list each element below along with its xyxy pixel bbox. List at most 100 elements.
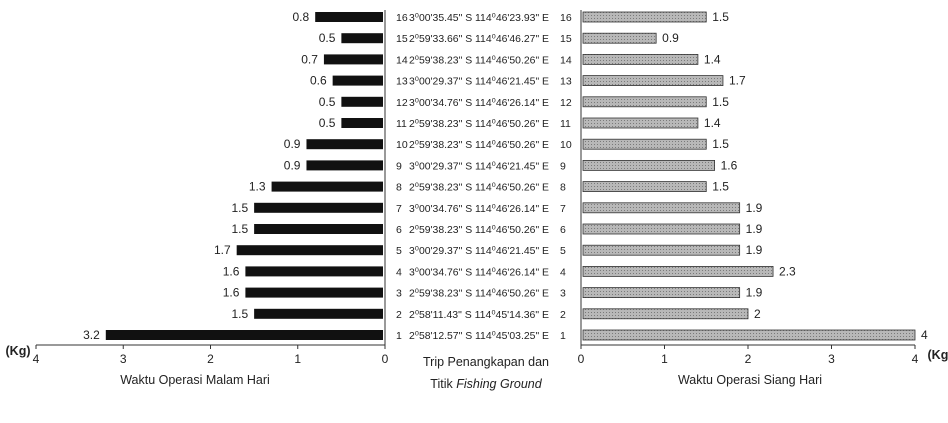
trip-number-left: 8 (396, 182, 402, 194)
fishing-ground-coordinates: 2⁰59'38.23" S 114⁰46'50.26" E (409, 118, 549, 130)
day-value-label: 1.4 (704, 116, 721, 130)
trip-number-left: 4 (396, 266, 402, 278)
day-value-label: 1.5 (712, 137, 729, 151)
day-value-label: 1.9 (746, 222, 763, 236)
trip-number-left: 3 (396, 288, 402, 300)
left-x-axis: 4 3 2 1 0 (33, 10, 389, 366)
night-value-label: 1.6 (223, 286, 240, 300)
center-axis-title-line2: Titik Fishing Ground (430, 377, 542, 391)
night-value-label: 1.7 (214, 243, 231, 257)
left-tick-label: 3 (120, 352, 127, 366)
night-value-label: 1.3 (249, 180, 266, 194)
trip-number-left: 9 (396, 160, 402, 172)
left-tick-label: 2 (207, 352, 214, 366)
day-bar (582, 244, 741, 256)
night-bar (306, 160, 383, 171)
fishing-ground-coordinates: 3⁰00'29.37" S 114⁰46'21.45" E (409, 160, 549, 172)
day-bar (582, 308, 749, 320)
day-bar (582, 32, 657, 44)
trip-number-right: 9 (560, 160, 566, 172)
left-tick-label: 0 (382, 352, 389, 366)
trip-number-left: 1 (396, 330, 402, 342)
trip-number-left: 10 (396, 139, 408, 151)
trip-number-left: 6 (396, 224, 402, 236)
fishing-ground-coordinates: 2⁰59'38.23" S 114⁰46'50.26" E (409, 182, 549, 194)
night-value-label: 0.9 (284, 137, 301, 151)
night-bar (245, 287, 383, 298)
trip-number-right: 7 (560, 203, 566, 215)
trip-number-left: 14 (396, 54, 408, 66)
day-bar (582, 181, 707, 193)
left-tick-label: 1 (294, 352, 301, 366)
left-tick-label: 4 (33, 352, 40, 366)
night-value-label: 0.5 (319, 31, 336, 45)
night-value-label: 0.8 (293, 10, 310, 24)
left-axis-title: Waktu Operasi Malam Hari (120, 373, 270, 387)
day-value-label: 1.9 (746, 243, 763, 257)
fishing-ground-coordinates: 2⁰59'38.23" S 114⁰46'50.26" E (409, 288, 549, 300)
day-bar (582, 138, 707, 150)
fishing-ground-coordinates: 3⁰00'34.76" S 114⁰46'26.14" E (409, 266, 549, 278)
center-axis-title-plain: Titik (430, 377, 456, 391)
night-bar (341, 96, 383, 107)
night-bar (236, 245, 383, 256)
right-tick-label: 3 (828, 352, 835, 366)
day-value-label: 1.9 (746, 201, 763, 215)
right-tick-label: 2 (745, 352, 752, 366)
right-tick-label: 4 (912, 352, 919, 366)
day-bar (582, 223, 741, 235)
day-bar (582, 75, 724, 86)
night-value-label: 0.7 (301, 52, 318, 66)
day-value-label: 1.5 (712, 95, 729, 109)
fishing-ground-coordinates: 2⁰58'12.57" S 114⁰45'03.25" E (409, 330, 549, 342)
day-bar (582, 54, 699, 65)
trip-number-left: 7 (396, 203, 402, 215)
trip-number-right: 12 (560, 97, 572, 109)
day-bar (582, 11, 707, 23)
fishing-ground-coordinates: 2⁰59'38.23" S 114⁰46'50.26" E (409, 54, 549, 66)
trip-number-right: 16 (560, 12, 572, 24)
day-bar (582, 159, 716, 171)
night-bar (254, 224, 383, 234)
night-value-label: 1.5 (231, 307, 248, 321)
trip-number-right: 11 (560, 118, 571, 130)
trip-number-right: 6 (560, 224, 566, 236)
trip-number-left: 16 (396, 12, 408, 24)
night-bar (341, 33, 383, 44)
night-value-label: 1.5 (231, 201, 248, 215)
right-axis-title: Waktu Operasi Siang Hari (678, 373, 822, 387)
trip-number-right: 5 (560, 245, 566, 257)
right-axis-unit: (Kg) (928, 348, 948, 362)
night-bar (315, 12, 383, 22)
night-value-label: 0.6 (310, 74, 327, 88)
trip-number-left: 13 (396, 76, 408, 88)
center-axis-title-italic: Fishing Ground (456, 377, 543, 391)
day-bar (582, 287, 741, 299)
day-value-label: 4 (921, 328, 928, 342)
trip-number-right: 13 (560, 76, 572, 88)
day-value-label: 1.7 (729, 74, 746, 88)
fishing-ground-coordinates: 3⁰00'34.76" S 114⁰46'26.14" E (409, 97, 549, 109)
fishing-ground-coordinates: 3⁰00'29.37" S 114⁰46'21.45" E (409, 245, 549, 257)
day-bar (582, 329, 916, 341)
day-value-label: 1.5 (712, 10, 729, 24)
trip-number-left: 11 (396, 118, 407, 130)
trip-number-right: 1 (560, 330, 566, 342)
night-bar (271, 181, 383, 192)
day-value-label: 2.3 (779, 264, 796, 278)
fishing-ground-coordinates: 2⁰59'33.66" S 114⁰46'46.27" E (409, 33, 549, 45)
night-bar (306, 139, 383, 150)
day-value-label: 2 (754, 307, 761, 321)
fishing-ground-coordinates: 2⁰58'11.43" S 114⁰45'14.36" E (409, 309, 549, 321)
right-x-axis: 0 1 2 3 4 (578, 10, 919, 366)
day-value-label: 0.9 (662, 31, 679, 45)
trip-number-right: 10 (560, 139, 572, 151)
right-tick-label: 1 (661, 352, 668, 366)
trip-number-right: 15 (560, 33, 572, 45)
fishing-ground-coordinates: 3⁰00'35.45" S 114⁰46'23.93" E (409, 12, 549, 24)
trip-number-right: 3 (560, 288, 566, 300)
night-bar (332, 75, 383, 86)
right-tick-label: 0 (578, 352, 585, 366)
